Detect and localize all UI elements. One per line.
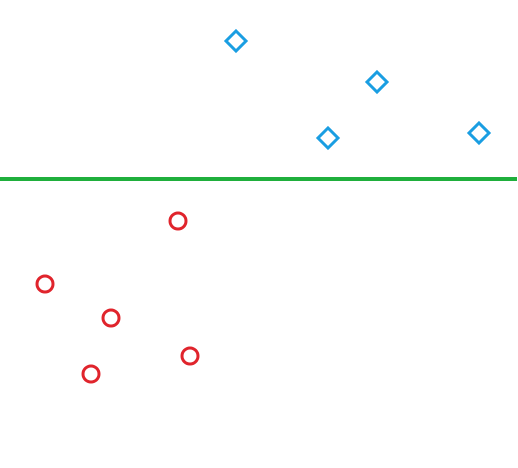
diamond-point xyxy=(315,125,341,151)
diamond-point xyxy=(364,69,390,95)
circle-point xyxy=(35,274,55,294)
points-layer xyxy=(35,28,492,384)
circle-point xyxy=(168,211,188,231)
diamond-point xyxy=(466,120,492,146)
diamond-point xyxy=(223,28,249,54)
circle-point xyxy=(180,346,200,366)
circle-point xyxy=(81,364,101,384)
circle-point xyxy=(101,308,121,328)
